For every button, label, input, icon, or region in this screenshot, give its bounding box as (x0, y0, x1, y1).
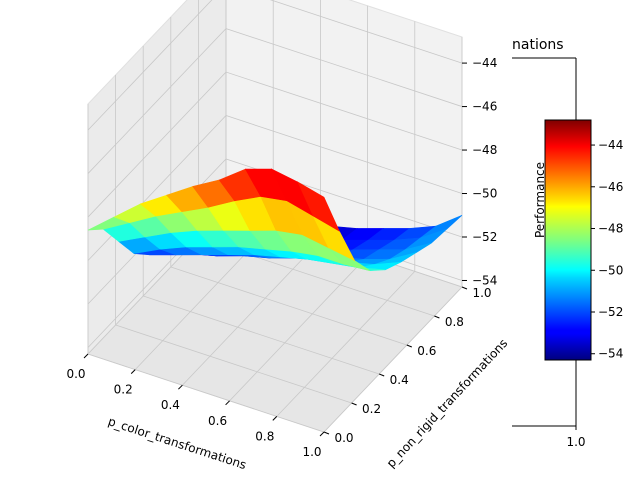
x-tick-1 (130, 369, 136, 374)
y-tick-4 (434, 315, 440, 319)
grid-z-1 (87, 158, 463, 305)
side-axis-tick-label: 1.0 (566, 435, 585, 449)
x-tick-label-0: 0.0 (66, 367, 85, 381)
z-tick-label-0: −54 (472, 273, 497, 287)
z-tick-label-1: −52 (472, 230, 497, 244)
x-tick-3 (225, 400, 230, 406)
x-tick-label-2: 0.4 (161, 398, 180, 412)
x-tick-label-1: 0.2 (114, 383, 133, 397)
grid-y-3 (170, 17, 407, 346)
z-tick-label-4: −46 (472, 100, 497, 114)
x-tick-label-3: 0.6 (208, 414, 227, 428)
colorbar-tick-label-5: −44 (598, 138, 623, 152)
y-tick-label-0: 0.0 (334, 431, 353, 445)
z-tick-label-2: −50 (472, 187, 497, 201)
y-tick-label-2: 0.4 (390, 373, 409, 387)
z-tick-label-3: −48 (472, 143, 497, 157)
x-tick-5 (319, 431, 325, 437)
y-tick-label-5: 1.0 (472, 286, 491, 300)
y-tick-1 (351, 402, 357, 406)
colorbar-gradient (544, 119, 592, 361)
colorbar-tick-label-0: −54 (598, 347, 623, 361)
y-tick-3 (406, 344, 412, 348)
x-tick-label-4: 0.8 (255, 429, 274, 443)
y-tick-2 (379, 373, 385, 377)
x-tick-4 (272, 416, 278, 421)
colorbar-tick-label-4: −46 (598, 180, 623, 194)
y-tick-label-3: 0.6 (417, 344, 436, 358)
colorbar: −54 −52 −50 −48 −46 −44 (544, 119, 623, 361)
y-tick-label-4: 0.8 (445, 315, 464, 329)
x-tick-2 (178, 384, 183, 390)
chart-title-fragment: nations (512, 37, 564, 53)
x-tick-label-5: 1.0 (302, 445, 321, 459)
surface-cell-8-0 (297, 181, 340, 232)
colorbar-label: Performance (533, 162, 547, 238)
y-tick-0 (323, 431, 330, 435)
grid-y-1 (115, 75, 352, 404)
grid-y-2 (142, 46, 380, 375)
grid-z-3 (87, 71, 463, 218)
colorbar-tick-label-2: −50 (598, 263, 623, 277)
y-axis-label: p_non_rigid_transformations (384, 336, 510, 470)
y-tick-label-1: 0.2 (362, 402, 381, 416)
colorbar-tick-label-3: −48 (598, 222, 623, 236)
z-tick-label-5: −44 (472, 56, 497, 70)
grid-z-5 (87, 0, 463, 131)
grid-z-4 (87, 28, 463, 174)
surface-plot (87, 168, 463, 271)
y-tick-5 (461, 286, 468, 290)
x-tick-0 (83, 353, 89, 359)
colorbar-tick-label-1: −52 (598, 305, 623, 319)
